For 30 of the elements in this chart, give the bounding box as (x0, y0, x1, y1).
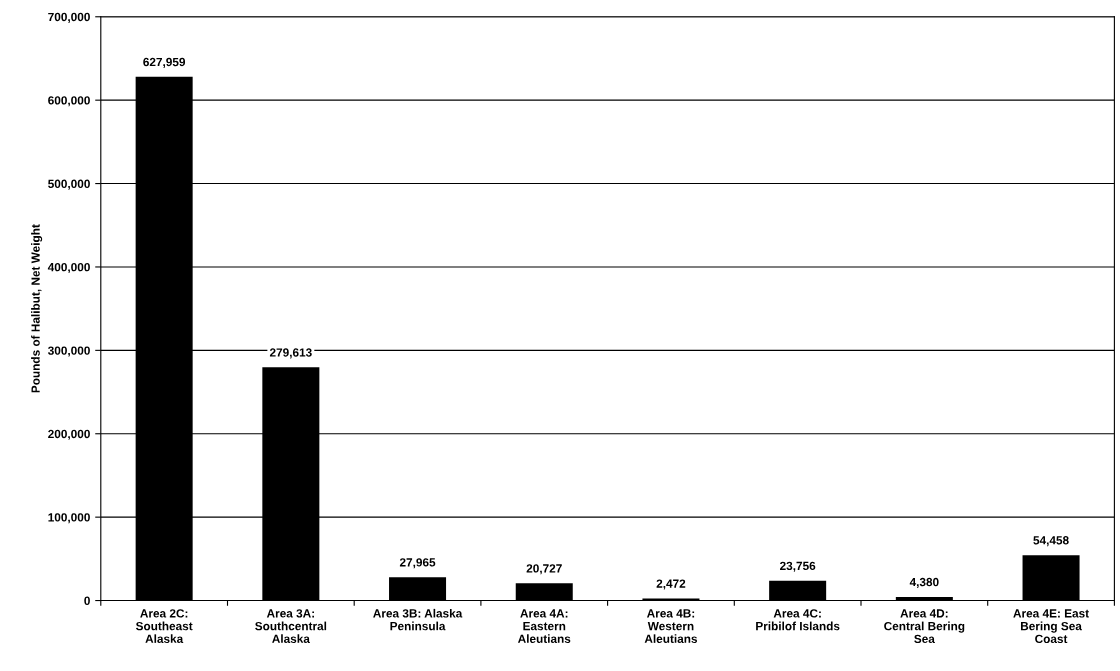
x-tick-label: Area 3B: Alaska Peninsula (373, 608, 463, 631)
x-tick-label: Area 4E: East Bering Sea Coast (1013, 609, 1089, 644)
y-axis-title: Pounds of Halibut, Net Weight (31, 224, 43, 393)
bar (515, 583, 573, 601)
y-tick-label: 300,000 (47, 346, 90, 357)
y-tick-label: 200,000 (48, 429, 90, 440)
y-tick-label: 400,000 (47, 263, 90, 274)
y-tick-label: 500,000 (48, 179, 90, 190)
bar (389, 577, 447, 601)
bar (1022, 555, 1080, 601)
data-label: 20,727 (526, 564, 562, 575)
data-label: 54,458 (1033, 536, 1069, 547)
data-label: 2,472 (656, 579, 686, 590)
x-tick-label: Area 4C: Pribilof Islands (756, 609, 840, 631)
data-label: 279,613 (269, 348, 312, 359)
y-tick-label: 600,000 (48, 96, 90, 107)
x-tick-label: Area 4A: Eastern Aleutians (517, 609, 571, 643)
bar (642, 598, 700, 601)
data-label: 23,756 (780, 561, 816, 572)
data-label: 27,965 (399, 558, 436, 569)
x-tick-label: Area 2C: Southeast Alaska (135, 609, 193, 643)
x-tick-label: Area 4B: Western Aleutians (644, 609, 698, 643)
x-tick-label: Area 3A: Southcentral Alaska (255, 609, 327, 643)
data-label: 627,959 (143, 57, 186, 68)
y-tick-label: 0 (84, 596, 90, 605)
y-tick-label: 100,000 (48, 513, 90, 524)
bar (769, 580, 827, 601)
data-label: 4,380 (909, 577, 939, 588)
x-tick-label: Area 4D: Central Bering Sea (884, 609, 965, 644)
y-tick-label: 700,000 (48, 12, 90, 23)
